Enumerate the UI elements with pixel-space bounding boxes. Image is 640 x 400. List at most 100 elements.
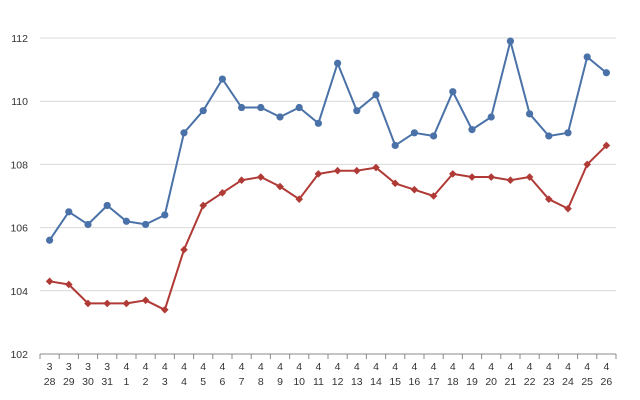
x-tick-day: 7 bbox=[239, 376, 245, 388]
x-tick-day: 17 bbox=[428, 376, 440, 388]
series-1-point bbox=[564, 129, 572, 137]
x-tick-day: 16 bbox=[409, 376, 421, 388]
x-tick-day: 25 bbox=[581, 376, 593, 388]
series-1-point bbox=[526, 110, 534, 118]
x-tick-month: 4 bbox=[431, 361, 437, 373]
series-1-point bbox=[506, 37, 514, 45]
x-tick-month: 4 bbox=[546, 361, 552, 373]
x-tick-month: 4 bbox=[488, 361, 494, 373]
series-2-point bbox=[122, 299, 131, 308]
x-tick-day: 5 bbox=[200, 376, 206, 388]
x-tick-day: 29 bbox=[63, 376, 75, 388]
x-tick-month: 3 bbox=[104, 361, 110, 373]
x-tick-month: 3 bbox=[47, 361, 53, 373]
series-2-point bbox=[257, 173, 265, 181]
x-axis: 3283293303314142434445464748494104114124… bbox=[39, 353, 617, 388]
x-tick-month: 4 bbox=[258, 361, 264, 373]
x-tick-day: 3 bbox=[162, 376, 168, 388]
x-tick-day: 9 bbox=[277, 376, 283, 388]
series-2-point bbox=[141, 296, 150, 305]
series-2-point bbox=[237, 176, 246, 184]
series-2-point bbox=[564, 204, 572, 213]
series-1-point bbox=[430, 132, 438, 140]
series-2-point bbox=[199, 201, 207, 210]
series-1-point bbox=[122, 217, 130, 225]
series-1-point bbox=[103, 201, 111, 210]
series-2-point bbox=[65, 280, 73, 289]
series-1-line bbox=[48, 40, 608, 241]
x-tick-day: 19 bbox=[466, 376, 478, 388]
series-1-point bbox=[238, 103, 246, 112]
x-tick-month: 4 bbox=[354, 361, 360, 373]
series-2-point bbox=[295, 195, 303, 203]
x-tick-day: 2 bbox=[143, 376, 149, 388]
y-tick-label: 102 bbox=[10, 349, 28, 361]
x-tick-day: 13 bbox=[351, 376, 363, 388]
x-tick-day: 30 bbox=[82, 376, 94, 388]
x-tick-month: 4 bbox=[603, 361, 609, 373]
series-2-point bbox=[545, 195, 553, 203]
x-tick-day: 4 bbox=[181, 376, 187, 388]
series-1-point bbox=[276, 113, 284, 121]
series-1-point bbox=[334, 59, 342, 67]
gridlines bbox=[40, 37, 616, 292]
series-1-point bbox=[372, 91, 380, 99]
x-tick-month: 4 bbox=[123, 361, 129, 373]
series-2-point bbox=[353, 166, 361, 175]
x-tick-day: 31 bbox=[101, 376, 113, 388]
x-tick-month: 4 bbox=[450, 361, 456, 373]
x-tick-month: 4 bbox=[565, 361, 571, 373]
series-1-point bbox=[180, 129, 188, 137]
series-2-point bbox=[161, 305, 169, 314]
series-2-point bbox=[410, 185, 419, 194]
series-1-point bbox=[602, 69, 611, 77]
x-tick-month: 4 bbox=[219, 361, 225, 373]
series-2-point bbox=[218, 189, 227, 197]
x-tick-day: 6 bbox=[219, 376, 225, 388]
x-tick-day: 18 bbox=[447, 376, 459, 388]
series-2-point bbox=[372, 163, 380, 172]
x-tick-month: 4 bbox=[335, 361, 341, 373]
series-1-point bbox=[218, 75, 226, 83]
series-2-point bbox=[449, 170, 457, 178]
x-tick-day: 28 bbox=[44, 376, 56, 388]
series-2-point bbox=[429, 192, 438, 200]
series-2-point bbox=[391, 179, 399, 188]
series-1-point bbox=[353, 107, 361, 115]
series-2-point bbox=[525, 173, 534, 181]
series-2-point bbox=[276, 182, 284, 191]
series-1-point bbox=[449, 88, 457, 96]
series-2-point bbox=[103, 299, 111, 308]
x-tick-day: 21 bbox=[505, 376, 517, 388]
series-1-point bbox=[391, 141, 399, 150]
y-tick-label: 104 bbox=[10, 286, 28, 298]
series-1-point bbox=[65, 208, 73, 216]
x-tick-month: 4 bbox=[143, 361, 149, 373]
x-tick-month: 4 bbox=[181, 361, 187, 373]
series-2-point bbox=[180, 245, 188, 254]
series-1-point bbox=[142, 220, 150, 229]
y-tick-label: 110 bbox=[11, 96, 28, 108]
x-tick-day: 15 bbox=[389, 376, 401, 388]
series-1-point bbox=[468, 126, 476, 134]
x-tick-month: 4 bbox=[162, 361, 168, 373]
series-2-point bbox=[333, 166, 342, 175]
series-1-point bbox=[487, 113, 495, 121]
x-tick-day: 22 bbox=[524, 376, 536, 388]
x-tick-month: 4 bbox=[200, 361, 206, 373]
x-tick-day: 12 bbox=[332, 376, 344, 388]
y-tick-label: 106 bbox=[10, 223, 28, 235]
x-tick-month: 4 bbox=[527, 361, 533, 373]
series-2-point bbox=[583, 160, 591, 169]
series-1-point bbox=[410, 129, 418, 137]
series-1-point bbox=[199, 107, 207, 115]
x-tick-month: 4 bbox=[373, 361, 379, 373]
x-tick-month: 4 bbox=[277, 361, 283, 373]
x-tick-day: 1 bbox=[123, 376, 129, 388]
series-1-point bbox=[84, 220, 92, 229]
series-1-point bbox=[545, 132, 553, 140]
x-tick-day: 8 bbox=[258, 376, 264, 388]
x-tick-month: 4 bbox=[296, 361, 302, 373]
series-2-point bbox=[314, 170, 323, 178]
